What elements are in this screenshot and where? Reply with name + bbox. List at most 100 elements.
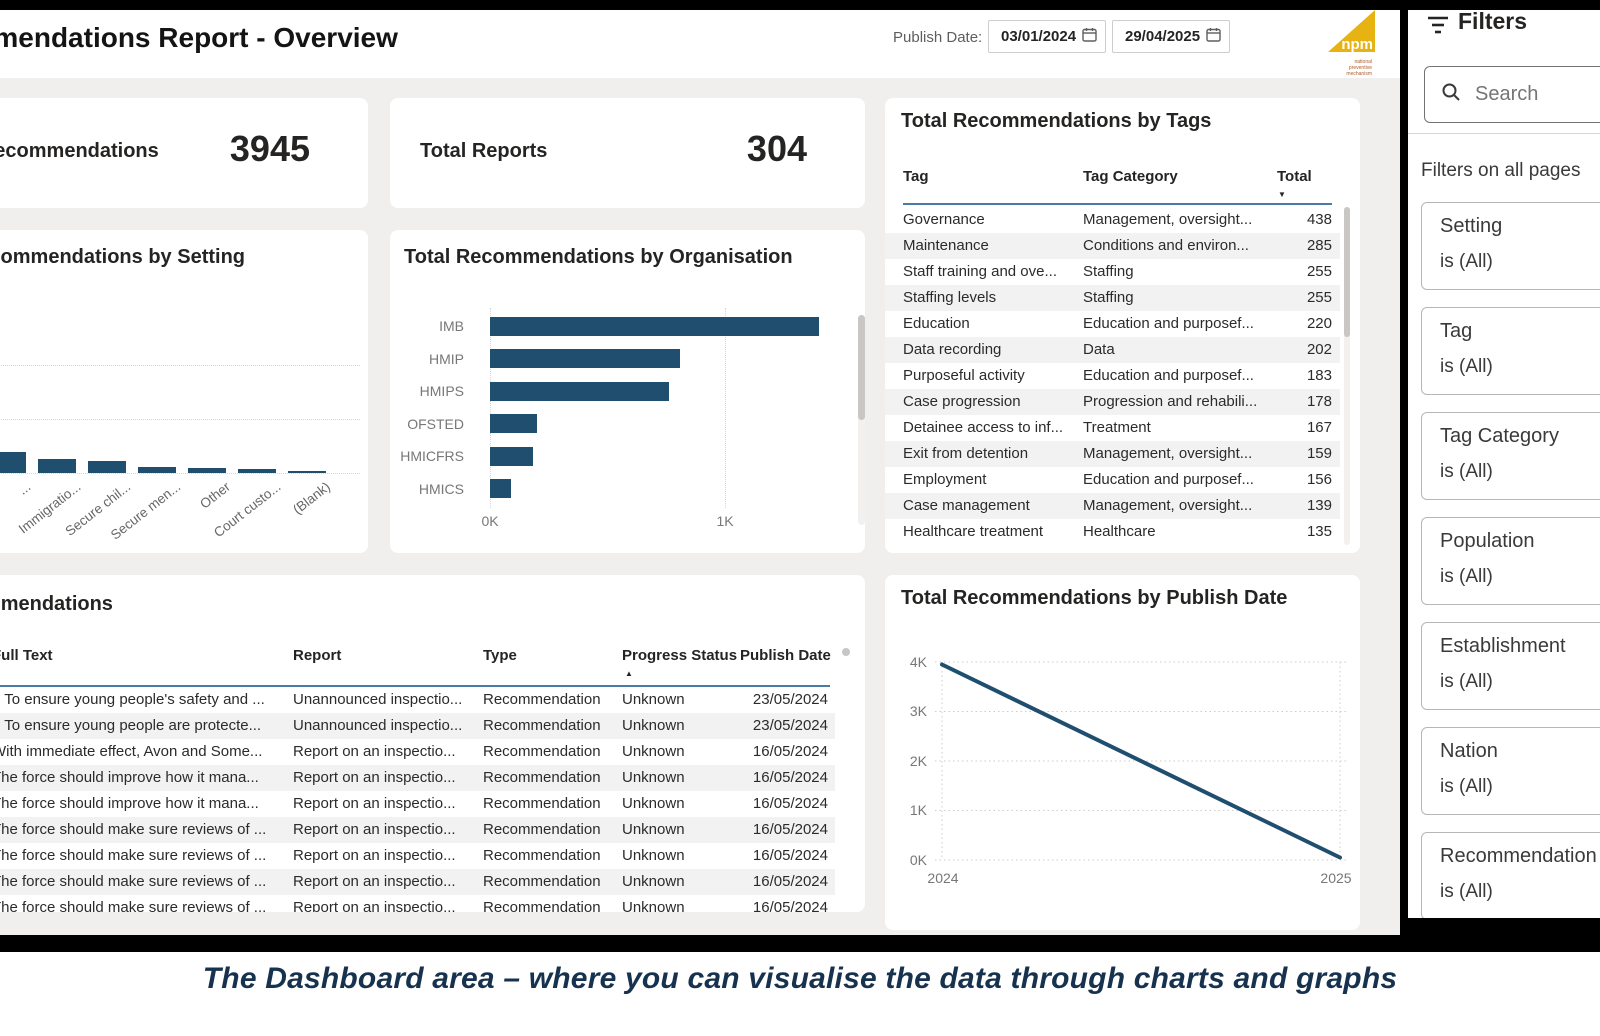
table-row[interactable]: Staffing levels Staffing 255 [885,285,1340,311]
calendar-icon[interactable] [1082,27,1097,47]
cell-tag: Detainee access to inf... [903,419,1064,436]
bar[interactable] [238,468,276,473]
bar[interactable] [490,381,669,401]
date-to-input[interactable]: 29/04/2025 [1112,20,1230,53]
bar-slot: ... [0,353,33,498]
bar[interactable] [490,446,534,466]
table-body: Governance Management, oversight... 438 … [885,207,1340,545]
gridline [725,308,726,508]
cell-tag-category: Healthcare [1083,523,1156,540]
x-axis-tick: 0K [481,513,499,529]
cell-progress-status: Unknown [622,873,685,890]
column-header-publish-date[interactable]: Publish Date [740,647,831,664]
filter-card[interactable]: Setting is (All) [1421,202,1600,290]
bar[interactable] [88,461,126,473]
cell-total: 220 [1306,315,1332,332]
table-row[interactable]: The force should make sure reviews of ..… [0,869,835,895]
category-label: Other [197,479,234,512]
table-row[interactable]: 1 To ensure young people's safety and ..… [0,687,835,713]
npm-logo-subtext-2: preventive [1348,65,1372,71]
filter-card[interactable]: Population is (All) [1421,517,1600,605]
table-row[interactable]: The force should make sure reviews of ..… [0,817,835,843]
table-row[interactable]: Data recording Data 202 [885,337,1340,363]
bar-slot: Other [188,353,233,512]
table-row[interactable]: The force should make sure reviews of ..… [0,895,835,912]
chart-recommendations-by-organisation: Total Recommendations by Organisation IM… [390,230,865,553]
column-header-tag-category[interactable]: Tag Category [1083,168,1178,185]
bar[interactable] [138,467,176,473]
table-row[interactable]: With immediate effect, Avon and Some... … [0,739,835,765]
cell-progress-status: Unknown [622,821,685,838]
cell-total: 438 [1306,211,1332,228]
bar[interactable] [490,414,537,434]
filter-card[interactable]: Tag Category is (All) [1421,412,1600,500]
column-header-report[interactable]: Report [293,647,342,664]
table-row[interactable]: The force should make sure reviews of ..… [0,843,835,869]
column-header-progress-status[interactable]: Progress Status [622,647,738,664]
filter-search-box[interactable] [1424,66,1600,123]
column-header-full-text[interactable]: Full Text [0,647,53,664]
bar-row: HMICFRS [390,440,850,473]
scrollbar[interactable] [1344,207,1350,545]
table-row[interactable]: Detainee access to inf... Treatment 167 [885,415,1340,441]
filter-current-value: is (All) [1440,251,1493,272]
scrollbar-thumb[interactable] [1344,207,1350,337]
bar[interactable] [0,451,26,473]
cell-report: Report on an inspectio... [293,899,456,912]
filter-card[interactable]: Recommendation Type is (All) [1421,832,1600,920]
table-row[interactable]: Case management Management, oversight...… [885,493,1340,519]
table-row[interactable]: Employment Education and purposef... 156 [885,467,1340,493]
bar[interactable] [490,349,681,369]
table-row[interactable]: Purposeful activity Education and purpos… [885,363,1340,389]
table-row[interactable]: Maintenance Conditions and environ... 28… [885,233,1340,259]
table-row[interactable]: The force should improve how it mana... … [0,765,835,791]
cell-report: Report on an inspectio... [293,847,456,864]
table-row[interactable]: Education Education and purposef... 220 [885,311,1340,337]
cell-full-text: The force should make sure reviews of ..… [0,873,267,890]
table-body: 1 To ensure young people's safety and ..… [0,687,835,912]
bar[interactable] [188,467,226,473]
column-header-type[interactable]: Type [483,647,517,664]
cell-tag-category: Conditions and environ... [1083,237,1249,254]
filter-card[interactable]: Nation is (All) [1421,727,1600,815]
bar[interactable] [38,458,76,473]
sort-asc-icon: ▲ [625,669,633,678]
chart-title: Total Recommendations by Tags [901,110,1212,132]
trend-line[interactable] [940,662,1342,860]
cell-total: 255 [1306,263,1332,280]
calendar-icon[interactable] [1206,27,1221,47]
table-row[interactable]: The force should improve how it mana... … [0,791,835,817]
scrollbar-thumb[interactable] [842,648,850,656]
column-header-tag[interactable]: Tag [903,168,929,185]
table-row[interactable]: Staff training and ove... Staffing 255 [885,259,1340,285]
cell-progress-status: Unknown [622,769,685,786]
cell-total: 285 [1306,237,1332,254]
search-input[interactable] [1473,82,1600,107]
scrollbar-thumb[interactable] [858,315,865,420]
cell-tag: Maintenance [903,237,989,254]
caption-area: The Dashboard area – where you can visua… [0,952,1600,1036]
table-row[interactable]: Case progression Progression and rehabil… [885,389,1340,415]
filter-card[interactable]: Establishment is (All) [1421,622,1600,710]
filter-field-name: Tag [1440,320,1473,342]
x-axis-tick: 2024 [927,870,958,886]
table-row[interactable]: Healthcare treatment Healthcare 135 [885,519,1340,545]
cell-publish-date: 16/05/2024 [752,743,828,760]
bar[interactable] [490,316,819,336]
filter-card[interactable]: Tag is (All) [1421,307,1600,395]
filter-current-value: is (All) [1440,461,1493,482]
cell-full-text: The force should make sure reviews of ..… [0,847,267,864]
table-row[interactable]: 2 To ensure young people are protecte...… [0,713,835,739]
table-row[interactable]: Exit from detention Management, oversigh… [885,441,1340,467]
date-from-input[interactable]: 03/01/2024 [988,20,1106,53]
cell-full-text: The force should make sure reviews of ..… [0,899,267,912]
bar[interactable] [490,479,512,499]
column-header-total[interactable]: Total [1277,168,1312,185]
table-row[interactable]: Governance Management, oversight... 438 [885,207,1340,233]
filter-current-value: is (All) [1440,881,1493,902]
category-label: HMICFRS [400,448,464,465]
npm-logo-triangle: npm [1328,10,1375,53]
cell-total: 183 [1306,367,1332,384]
scrollbar[interactable] [858,315,865,525]
bar[interactable] [288,471,326,473]
